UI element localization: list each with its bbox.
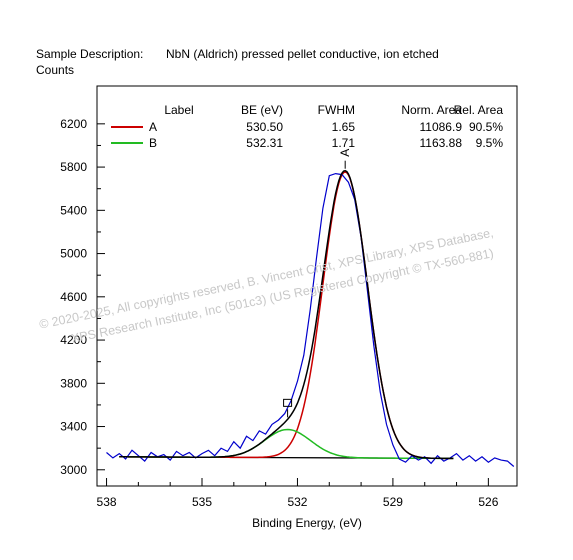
x-tick-label: 532 [287,495,307,509]
x-tick-label: 526 [478,495,498,509]
legend-cell: 1.71 [332,136,356,150]
legend-cell: 1163.88 [420,136,463,150]
raw-data-line [106,172,515,467]
y-tick-label: 6200 [60,117,87,131]
peak-label-a: A [338,149,352,157]
legend-cell: 532.31 [246,136,283,150]
legend-header: BE (eV) [241,103,283,117]
legend-header: Label [164,103,193,117]
y-tick-label: 4600 [60,290,87,304]
y-tick-label: 4200 [60,333,87,347]
x-tick-label: 538 [97,495,117,509]
y-tick-label: 5400 [60,203,87,217]
legend-cell: 9.5% [476,136,504,150]
y-unit-label: Counts [36,63,75,77]
sample-description: NbN (Aldrich) pressed pellet conductive,… [166,47,439,61]
x-tick-label: 535 [192,495,212,509]
legend-header: FWHM [318,103,355,117]
sample-description-label: Sample Description: [36,47,144,61]
plot-frame [96,85,518,487]
x-axis-label: Binding Energy, (eV) [252,516,362,530]
y-tick-label: 5800 [60,160,87,174]
legend-header: Rel. Area [454,103,504,117]
legend-header: Norm. Area [401,103,462,117]
y-tick-label: 3400 [60,420,87,434]
y-tick-label: 5000 [60,247,87,261]
envelope-curve [119,169,454,460]
legend-cell: 530.50 [246,120,283,134]
x-tick-label: 529 [383,495,403,509]
legend-cell: 11086.9 [420,120,463,134]
peak-marker-box [283,398,293,407]
y-tick-label: 3000 [60,463,87,477]
legend-cell: A [149,120,157,134]
legend-cell: B [149,136,157,150]
legend-cell: 90.5% [469,120,503,134]
peak-b-curve [119,428,454,460]
y-tick-label: 3800 [60,376,87,390]
legend-cell: 1.65 [332,120,356,134]
